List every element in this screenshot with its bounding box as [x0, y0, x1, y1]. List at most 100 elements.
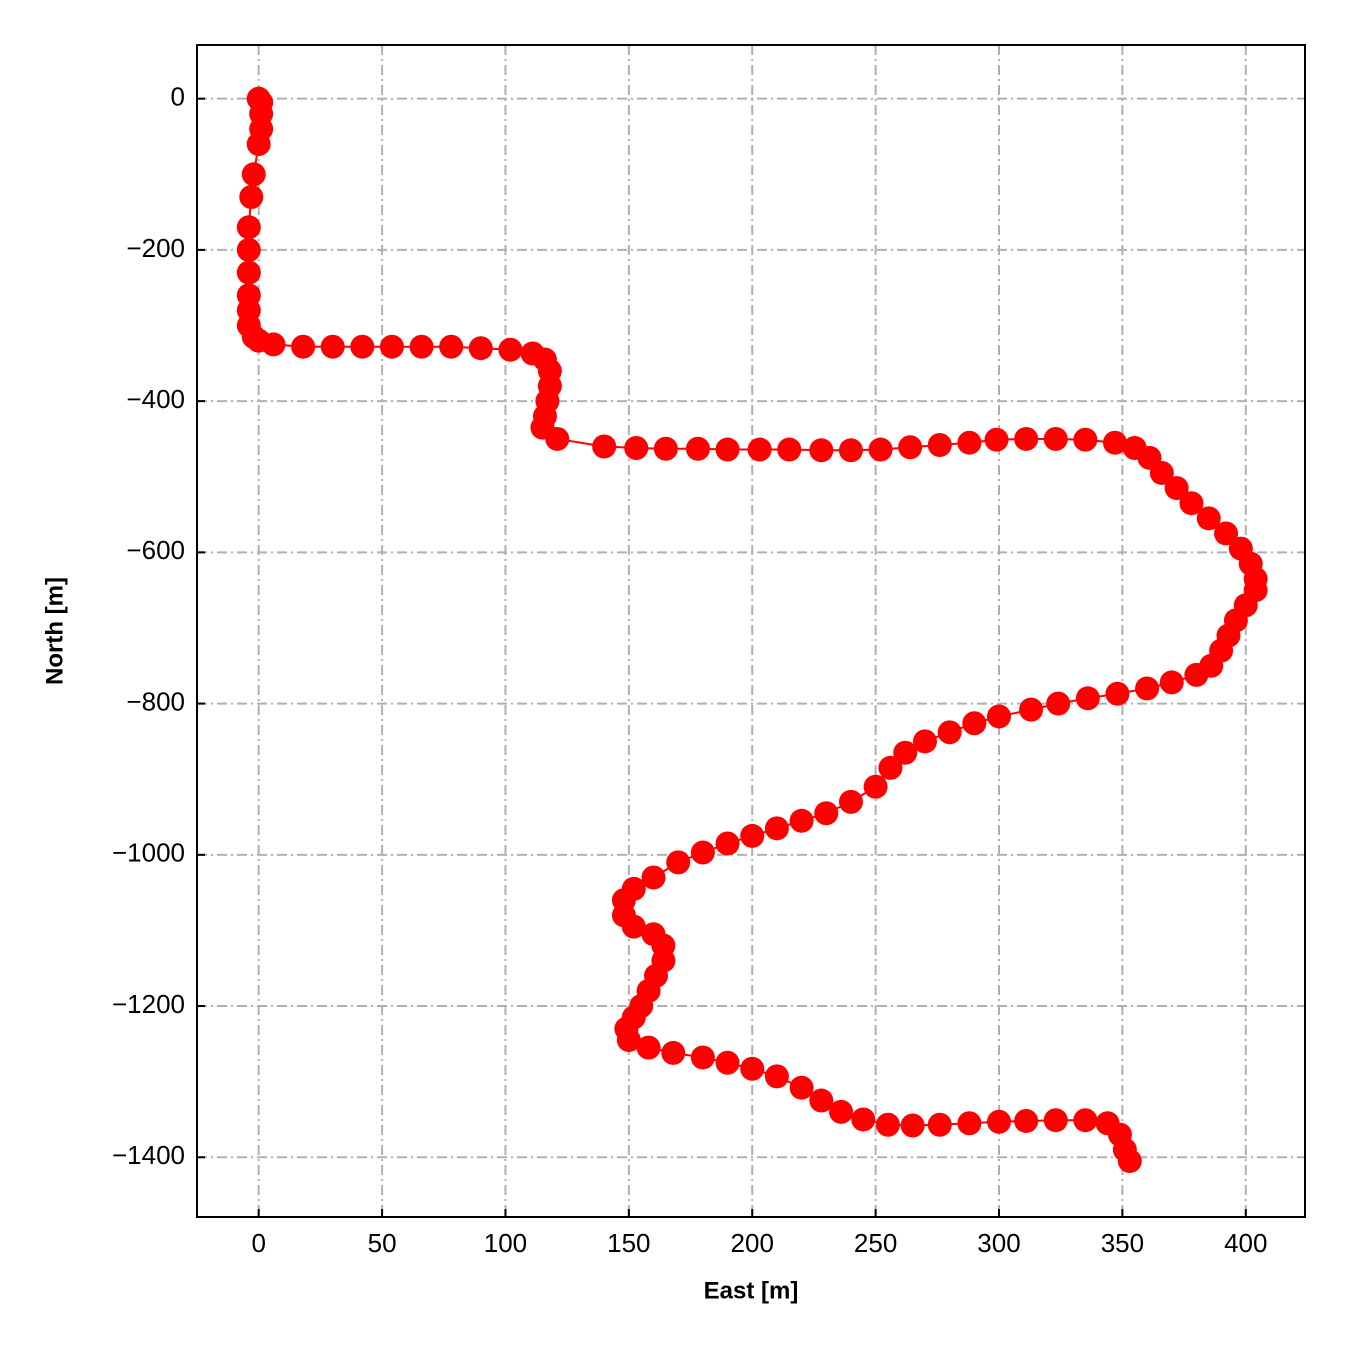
point	[1019, 697, 1044, 722]
point	[740, 823, 765, 848]
point	[789, 808, 814, 833]
x-tick-label: 0	[251, 1228, 265, 1258]
point	[829, 1099, 854, 1124]
point	[937, 720, 962, 745]
point	[1135, 676, 1160, 701]
point	[987, 1109, 1012, 1134]
point	[1105, 681, 1130, 706]
x-tick-label: 300	[977, 1228, 1020, 1258]
x-tick-label: 250	[854, 1228, 897, 1258]
point	[236, 215, 261, 240]
point	[764, 1064, 789, 1089]
point	[875, 1112, 900, 1137]
point	[957, 430, 982, 455]
point	[241, 162, 266, 187]
x-tick-label: 350	[1101, 1228, 1144, 1258]
point	[666, 850, 691, 875]
plot-frame	[196, 44, 1306, 1218]
point	[261, 332, 286, 357]
point	[1179, 491, 1204, 516]
point	[1073, 427, 1098, 452]
point	[957, 1111, 982, 1136]
point	[912, 729, 937, 754]
point	[641, 865, 666, 890]
point	[1164, 476, 1189, 501]
point	[838, 789, 863, 814]
point	[468, 336, 493, 361]
y-tick-label: −1400	[112, 1140, 185, 1170]
point	[1014, 1108, 1039, 1133]
point	[893, 740, 918, 765]
y-tick-label: −800	[126, 686, 185, 716]
point	[1043, 1108, 1068, 1133]
y-axis-label: North [m]	[41, 577, 68, 685]
y-tick-label: −1000	[112, 838, 185, 868]
y-tick-label: −200	[126, 233, 185, 263]
point	[1117, 1149, 1142, 1174]
point	[814, 801, 839, 826]
x-tick-label: 100	[484, 1228, 527, 1258]
point	[291, 334, 316, 359]
point	[962, 711, 987, 736]
x-tick-label: 400	[1224, 1228, 1267, 1258]
point	[987, 704, 1012, 729]
point	[740, 1056, 765, 1081]
point	[1014, 426, 1039, 451]
point	[236, 260, 261, 285]
point	[320, 334, 345, 359]
point	[592, 434, 617, 459]
x-tick-label: 150	[607, 1228, 650, 1258]
point	[239, 184, 264, 209]
point	[868, 437, 893, 462]
point	[1214, 521, 1239, 546]
point	[851, 1107, 876, 1132]
point	[379, 334, 404, 359]
point	[439, 334, 464, 359]
x-tick-label: 200	[731, 1228, 774, 1258]
point	[809, 438, 834, 463]
point	[246, 132, 271, 157]
point	[1075, 686, 1100, 711]
y-tick-label: −1200	[112, 989, 185, 1019]
point	[409, 334, 434, 359]
point	[636, 1035, 661, 1060]
point	[863, 774, 888, 799]
point	[498, 337, 523, 362]
point	[898, 435, 923, 460]
point	[1102, 430, 1127, 455]
y-tick-label: 0	[171, 82, 185, 112]
x-tick-label: 50	[368, 1228, 397, 1258]
y-tick-label: −600	[126, 535, 185, 565]
point	[777, 437, 802, 462]
point	[764, 816, 789, 841]
point	[789, 1075, 814, 1100]
point	[809, 1088, 834, 1113]
point	[621, 914, 646, 939]
point	[661, 1040, 686, 1065]
y-tick-label: −400	[126, 384, 185, 414]
point	[624, 436, 649, 461]
point	[927, 432, 952, 457]
point	[1046, 691, 1071, 716]
point	[350, 334, 375, 359]
point	[715, 1050, 740, 1075]
point	[685, 436, 710, 461]
point	[1184, 662, 1209, 687]
point	[236, 237, 261, 262]
point	[838, 438, 863, 463]
point	[927, 1112, 952, 1137]
point	[616, 1028, 641, 1053]
point	[1196, 506, 1221, 531]
x-axis-label: East [m]	[704, 1277, 799, 1304]
point	[690, 840, 715, 865]
point	[1149, 460, 1174, 485]
point	[715, 437, 740, 462]
point	[900, 1113, 925, 1138]
point	[984, 427, 1009, 452]
point	[878, 755, 903, 780]
point	[715, 831, 740, 856]
point	[1043, 426, 1068, 451]
point	[747, 437, 772, 462]
point	[690, 1045, 715, 1070]
